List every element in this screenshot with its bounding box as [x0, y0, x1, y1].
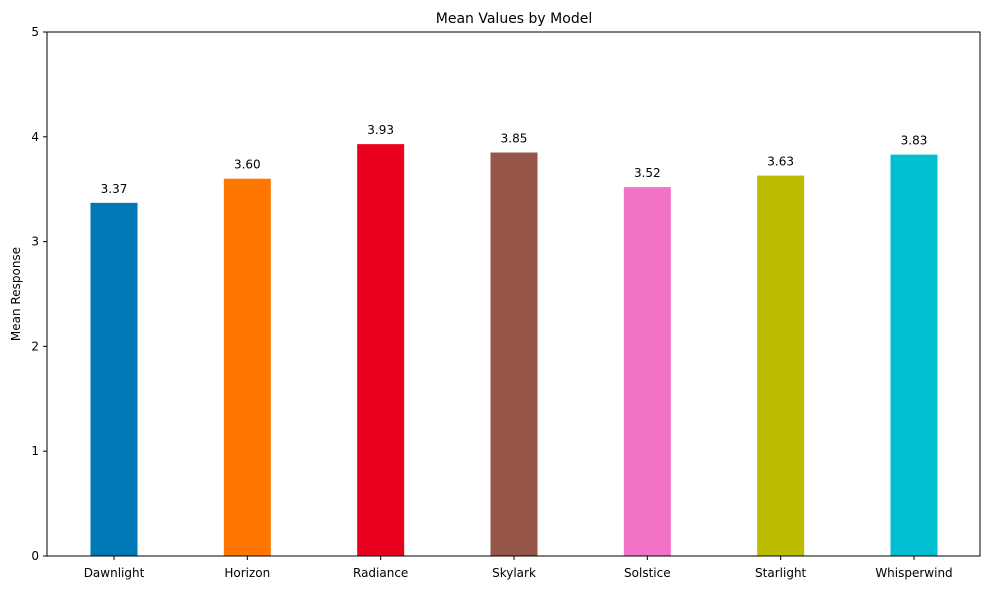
y-axis-ticks: 0 1 2 3 4 5 [31, 25, 47, 563]
bar-whisperwind [890, 154, 938, 556]
bars-group [90, 144, 938, 557]
x-tick-label-radiance: Radiance [353, 566, 408, 580]
value-label-horizon: 3.60 [234, 158, 261, 172]
bar-solstice [623, 187, 671, 556]
y-tick-label: 2 [31, 339, 39, 353]
value-label-whisperwind: 3.83 [901, 134, 928, 148]
value-label-skylark: 3.85 [501, 132, 528, 146]
x-tick-label-starlight: Starlight [755, 566, 807, 580]
plot-frame [46, 31, 981, 557]
y-axis-label: Mean Response [9, 247, 23, 341]
x-tick-label-whisperwind: Whisperwind [875, 566, 952, 580]
value-label-starlight: 3.63 [767, 155, 794, 169]
bar-radiance [357, 144, 405, 557]
bar-starlight [757, 175, 805, 557]
y-tick-label: 4 [31, 130, 39, 144]
x-tick-label-dawnlight: Dawnlight [84, 566, 145, 580]
value-label-solstice: 3.52 [634, 166, 661, 180]
value-label-radiance: 3.93 [367, 123, 394, 137]
y-tick-label: 1 [31, 444, 39, 458]
bar-dawnlight [90, 202, 138, 556]
bar-skylark [490, 152, 538, 556]
x-tick-label-skylark: Skylark [492, 566, 536, 580]
chart-title: Mean Values by Model [436, 11, 592, 27]
y-tick-label: 5 [31, 25, 39, 39]
value-label-dawnlight: 3.37 [101, 182, 128, 196]
y-tick-label: 3 [31, 235, 39, 249]
x-axis-ticks: Dawnlight Horizon Radiance Skylark Solstice S… [84, 556, 953, 580]
bar-horizon [223, 178, 271, 556]
x-tick-label-solstice: Solstice [624, 566, 671, 580]
value-labels-group: 3.37 3.60 3.93 3.85 3.52 3.63 3.83 [101, 123, 928, 196]
x-tick-label-horizon: Horizon [224, 566, 270, 580]
y-tick-label: 0 [31, 549, 39, 563]
